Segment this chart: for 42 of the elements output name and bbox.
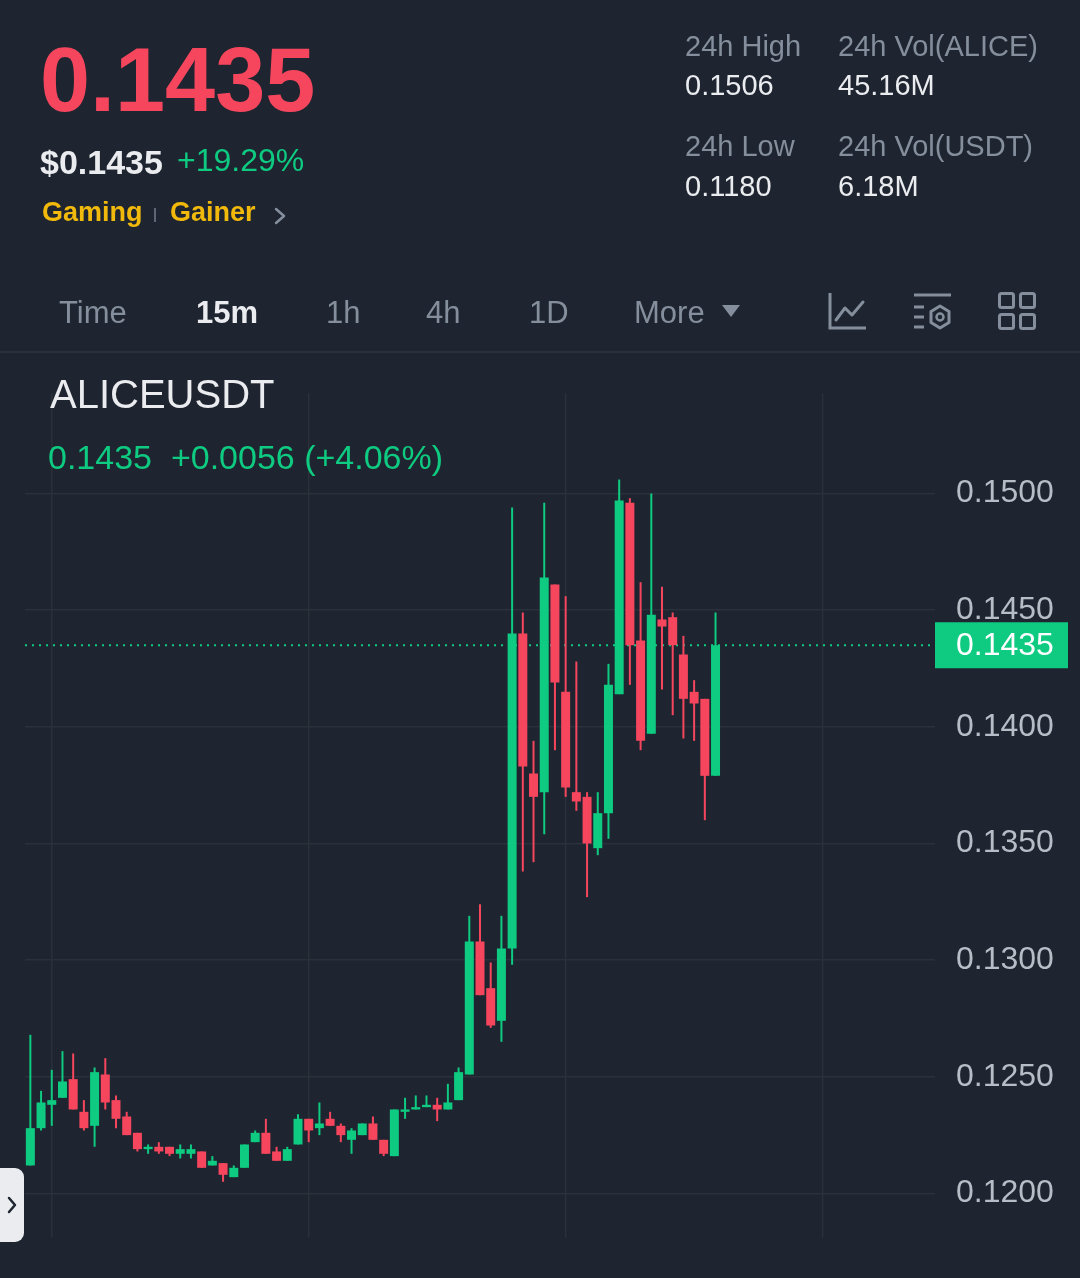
- y-tick-label: 0.1300: [956, 939, 1054, 976]
- candlestick: [529, 739, 539, 864]
- text: $0.1435: [40, 142, 163, 181]
- text: 24h Vol(ALICE): [838, 30, 1038, 63]
- text: 15m: [196, 294, 259, 330]
- text: 6.18M: [838, 170, 919, 203]
- ref-line-label: 0.1435: [956, 626, 1054, 663]
- text: 1h: [326, 294, 361, 330]
- candlestick: [57, 1050, 67, 1099]
- text: +19.29%: [177, 141, 305, 178]
- chart-title: ALICEUSDT: [50, 371, 275, 416]
- y-tick-label: 0.1400: [956, 706, 1054, 743]
- y-tick-label: 0.1350: [956, 823, 1054, 860]
- text: 0.1506: [685, 69, 774, 102]
- candlestick: [218, 1162, 228, 1183]
- text: Gaming: [42, 197, 143, 228]
- text: Gainer: [170, 197, 256, 228]
- text: 24h Low: [685, 130, 795, 163]
- text: 45.16M: [838, 69, 935, 102]
- y-tick-label: 0.1500: [956, 473, 1054, 510]
- candlestick: [261, 1117, 271, 1155]
- y-tick-label: 0.1200: [956, 1173, 1054, 1210]
- text: 0.1180: [685, 170, 772, 203]
- text: 24h Vol(USDT): [838, 130, 1034, 163]
- candlestick: [347, 1127, 357, 1155]
- text: Time: [59, 294, 127, 330]
- text: 24h High: [685, 30, 802, 63]
- text: 1D: [529, 294, 569, 330]
- text: 0.1435 +0.0056 (+4.06%): [48, 437, 444, 476]
- candlestick: [79, 1099, 89, 1132]
- candlestick: [336, 1122, 346, 1144]
- candlestick: [314, 1101, 324, 1137]
- y-tick-label: 0.1450: [956, 590, 1054, 627]
- text: 0.1435: [40, 30, 316, 131]
- candlestick: [239, 1143, 249, 1169]
- y-tick-label: 0.1250: [956, 1056, 1054, 1093]
- text: 4h: [426, 294, 461, 330]
- candlestick: [443, 1082, 453, 1111]
- candlestick: [400, 1096, 410, 1120]
- text: More: [634, 294, 705, 330]
- candlestick: [368, 1115, 378, 1141]
- candlestick: [571, 660, 581, 812]
